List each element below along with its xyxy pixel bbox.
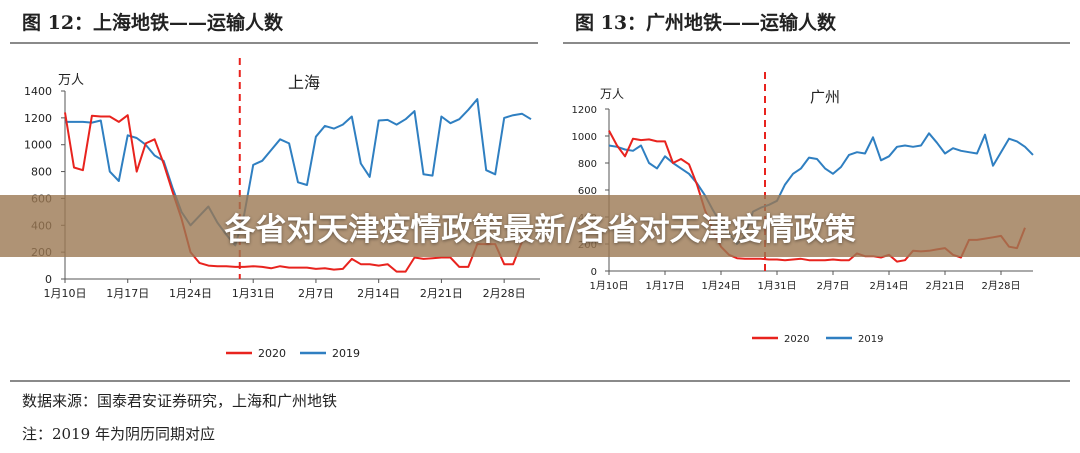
series-line-2020 xyxy=(64,112,524,273)
x-tick-label: 2月14日 xyxy=(869,280,908,292)
y-tick-label: 1200 xyxy=(572,105,597,116)
y-tick-label: 800 xyxy=(578,159,597,170)
legend-label-2019: 2019 xyxy=(332,347,360,360)
x-tick-label: 2月14日 xyxy=(357,287,400,300)
series-line-2019 xyxy=(608,132,1034,245)
x-tick-label: 2月21日 xyxy=(420,287,463,300)
x-tick-label: 2月28日 xyxy=(981,280,1020,292)
y-tick-label: 1000 xyxy=(24,139,52,152)
y-tick-label: 0 xyxy=(45,273,52,286)
legend-label-2019: 2019 xyxy=(858,334,883,345)
x-tick-label: 1月24日 xyxy=(701,280,740,292)
x-tick-label: 1月10日 xyxy=(44,287,87,300)
title-rule-shanghai xyxy=(10,42,538,44)
x-tick-label: 1月17日 xyxy=(106,287,149,300)
x-tick-label: 2月7日 xyxy=(817,280,850,292)
footnote: 注：2019 年为阴历同期对应 xyxy=(22,425,215,443)
legend-label-2020: 2020 xyxy=(784,334,809,345)
x-tick-label: 1月17日 xyxy=(645,280,684,292)
legend-label-2020: 2020 xyxy=(258,347,286,360)
y-tick-label: 1200 xyxy=(24,112,52,125)
y-tick-label: 800 xyxy=(31,166,52,179)
overlay-title: 各省对天津疫情政策最新/各省对天津疫情政策 xyxy=(224,211,856,248)
y-unit-label: 万人 xyxy=(600,87,624,101)
x-tick-label: 1月31日 xyxy=(757,280,796,292)
source-note: 数据来源：国泰君安证券研究，上海和广州地铁 xyxy=(22,392,338,410)
x-tick-label: 1月10日 xyxy=(589,280,628,292)
region-label: 广州 xyxy=(810,88,840,106)
footer-rule xyxy=(10,380,1070,382)
chart-title-guangzhou: 图 13：广州地铁——运输人数 xyxy=(575,12,837,34)
x-tick-label: 1月31日 xyxy=(232,287,275,300)
y-tick-label: 600 xyxy=(578,186,597,197)
title-rule-guangzhou xyxy=(563,42,1070,44)
overlay-banner xyxy=(0,195,1080,257)
y-tick-label: 1000 xyxy=(572,132,597,143)
y-tick-label: 0 xyxy=(591,267,597,278)
series-line-2019 xyxy=(65,98,532,247)
y-unit-label: 万人 xyxy=(58,73,84,88)
x-tick-label: 2月28日 xyxy=(483,287,526,300)
x-tick-label: 2月21日 xyxy=(925,280,964,292)
x-tick-label: 2月7日 xyxy=(298,287,334,300)
x-tick-label: 1月24日 xyxy=(169,287,212,300)
chart-title-shanghai: 图 12：上海地铁——运输人数 xyxy=(22,12,284,34)
region-label: 上海 xyxy=(288,73,320,92)
y-tick-label: 1400 xyxy=(24,85,52,98)
